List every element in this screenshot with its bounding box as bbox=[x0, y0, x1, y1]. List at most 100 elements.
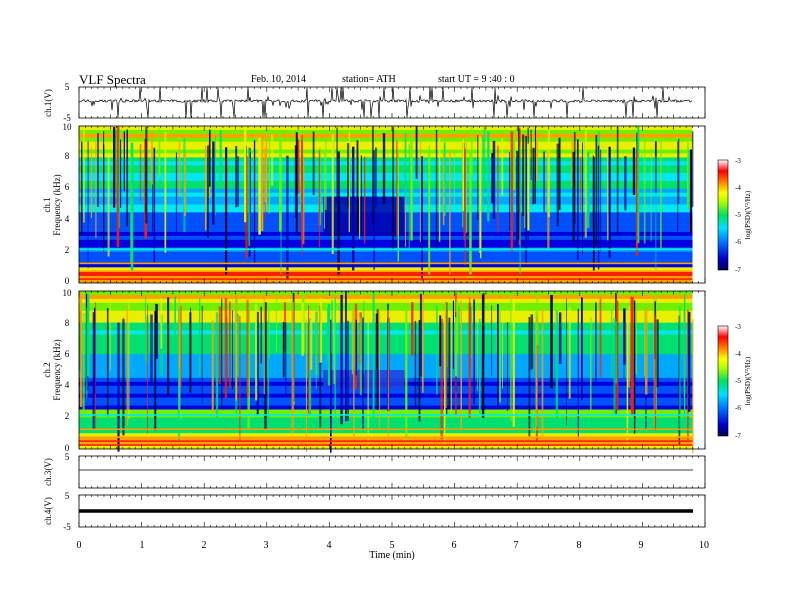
spec2-band bbox=[79, 362, 693, 367]
spec2-band bbox=[79, 318, 693, 323]
ch2-ytick-10: 10 bbox=[63, 288, 73, 298]
ch2-colorbar-gradient bbox=[717, 325, 729, 437]
spec2-streak bbox=[502, 310, 503, 389]
spec1-streak bbox=[396, 140, 398, 236]
spec2-streak bbox=[626, 319, 629, 449]
spec2-streak bbox=[633, 300, 636, 434]
spec1-streak bbox=[509, 152, 510, 231]
spec1-streak bbox=[116, 126, 120, 248]
spec1-streak bbox=[145, 126, 148, 224]
spec2-band bbox=[79, 389, 693, 394]
spec2-streak bbox=[440, 318, 443, 440]
spec2-band bbox=[79, 429, 693, 434]
spec1-streak bbox=[478, 135, 481, 253]
spec1-streak bbox=[235, 146, 238, 208]
spec2-streak bbox=[497, 303, 499, 410]
spec1-streak bbox=[678, 138, 680, 204]
spec2-streak bbox=[305, 319, 307, 452]
spec2-band bbox=[79, 342, 693, 347]
spec1-streak bbox=[525, 136, 527, 266]
spec1-streak bbox=[219, 130, 222, 181]
spec1-tone-line bbox=[79, 270, 693, 272]
spec2-tone-line bbox=[79, 444, 693, 446]
spec2-streak bbox=[615, 321, 617, 384]
spec1-streak bbox=[215, 135, 216, 216]
time-tick-2: 2 bbox=[202, 540, 207, 551]
spec2-streak bbox=[362, 317, 364, 430]
spec1-band bbox=[79, 239, 693, 245]
spec2-streak bbox=[310, 315, 313, 370]
spec2-streak bbox=[422, 293, 424, 393]
spec2-streak bbox=[512, 298, 515, 427]
spec2-streak bbox=[330, 319, 332, 453]
spec2-streak bbox=[229, 301, 231, 388]
spec2-streak bbox=[458, 306, 460, 356]
spec1-streak bbox=[130, 142, 134, 272]
spec2-streak bbox=[154, 311, 157, 431]
spec1-streak bbox=[640, 154, 642, 211]
ch1-ytick-10: 10 bbox=[63, 122, 73, 132]
ch1-ytick-8: 8 bbox=[65, 151, 70, 161]
spec2-streak bbox=[247, 310, 250, 430]
spec1-streak bbox=[419, 139, 421, 243]
ch4-waveform-panel: 5 -5 ch.4(V) bbox=[43, 491, 706, 532]
spec2-streak bbox=[577, 308, 579, 438]
spec2-streak bbox=[82, 313, 85, 417]
station-label: station= ATH bbox=[342, 74, 396, 85]
spec2-streak bbox=[144, 296, 147, 362]
spec2-band bbox=[79, 433, 693, 438]
spec2-streak bbox=[126, 305, 129, 426]
spec1-streak bbox=[492, 140, 496, 219]
spec2-band bbox=[79, 330, 693, 335]
ch4-ytick-bottom: -5 bbox=[63, 522, 71, 532]
spec2-streak bbox=[167, 297, 170, 396]
spec2-streak bbox=[558, 312, 562, 364]
spec1-streak bbox=[469, 149, 472, 281]
ch2-ytick-6: 6 bbox=[65, 349, 70, 359]
spec2-streak bbox=[122, 318, 125, 436]
spec2-streak bbox=[189, 312, 192, 393]
spec2-streak bbox=[237, 313, 239, 376]
ch2-spectrogram-ylabel: ch.2 bbox=[42, 362, 52, 377]
spec2-streak bbox=[376, 309, 379, 410]
spec1-streak bbox=[584, 130, 587, 238]
spec2-streak bbox=[263, 298, 266, 395]
spec1-streak bbox=[576, 139, 579, 260]
spec2-streak bbox=[355, 319, 357, 376]
spec2-streak bbox=[450, 311, 452, 412]
spec1-streak bbox=[264, 148, 267, 202]
spec1-streak bbox=[318, 150, 321, 248]
spec1-band bbox=[79, 161, 693, 166]
spec2-streak bbox=[80, 292, 82, 407]
spec1-band bbox=[79, 137, 693, 142]
spec2-band bbox=[79, 425, 693, 430]
spec2-streak bbox=[387, 309, 390, 444]
spec2-streak bbox=[683, 309, 686, 397]
spec2-streak bbox=[687, 309, 689, 441]
spec2-streak bbox=[599, 298, 602, 378]
spec1-streak bbox=[301, 156, 305, 244]
ch2-spectrogram-image bbox=[79, 291, 694, 454]
spec2-streak bbox=[291, 302, 295, 434]
spec1-band bbox=[79, 259, 693, 264]
spec2-streak bbox=[541, 307, 544, 441]
spec2-streak bbox=[460, 300, 462, 428]
spec1-streak bbox=[534, 126, 536, 204]
spec1-streak bbox=[624, 156, 627, 211]
spec1-streak bbox=[516, 151, 519, 241]
spec1-band bbox=[79, 192, 693, 197]
spec2-streak bbox=[581, 297, 583, 400]
spec2-streak bbox=[224, 298, 228, 399]
spec1-streak bbox=[97, 133, 99, 207]
spec2-streak bbox=[218, 306, 221, 385]
spec1-streak bbox=[530, 129, 532, 181]
spec1-streak bbox=[480, 137, 482, 259]
ch1-ytick-4: 4 bbox=[65, 214, 70, 224]
spec2-streak bbox=[235, 299, 238, 401]
spec1-streak bbox=[688, 149, 691, 209]
spec2-band bbox=[79, 441, 693, 446]
ch2-cb-tick-m6: -6 bbox=[735, 404, 741, 412]
time-tick-4: 4 bbox=[327, 540, 332, 551]
ch1-ytick-0: 0 bbox=[65, 276, 70, 286]
